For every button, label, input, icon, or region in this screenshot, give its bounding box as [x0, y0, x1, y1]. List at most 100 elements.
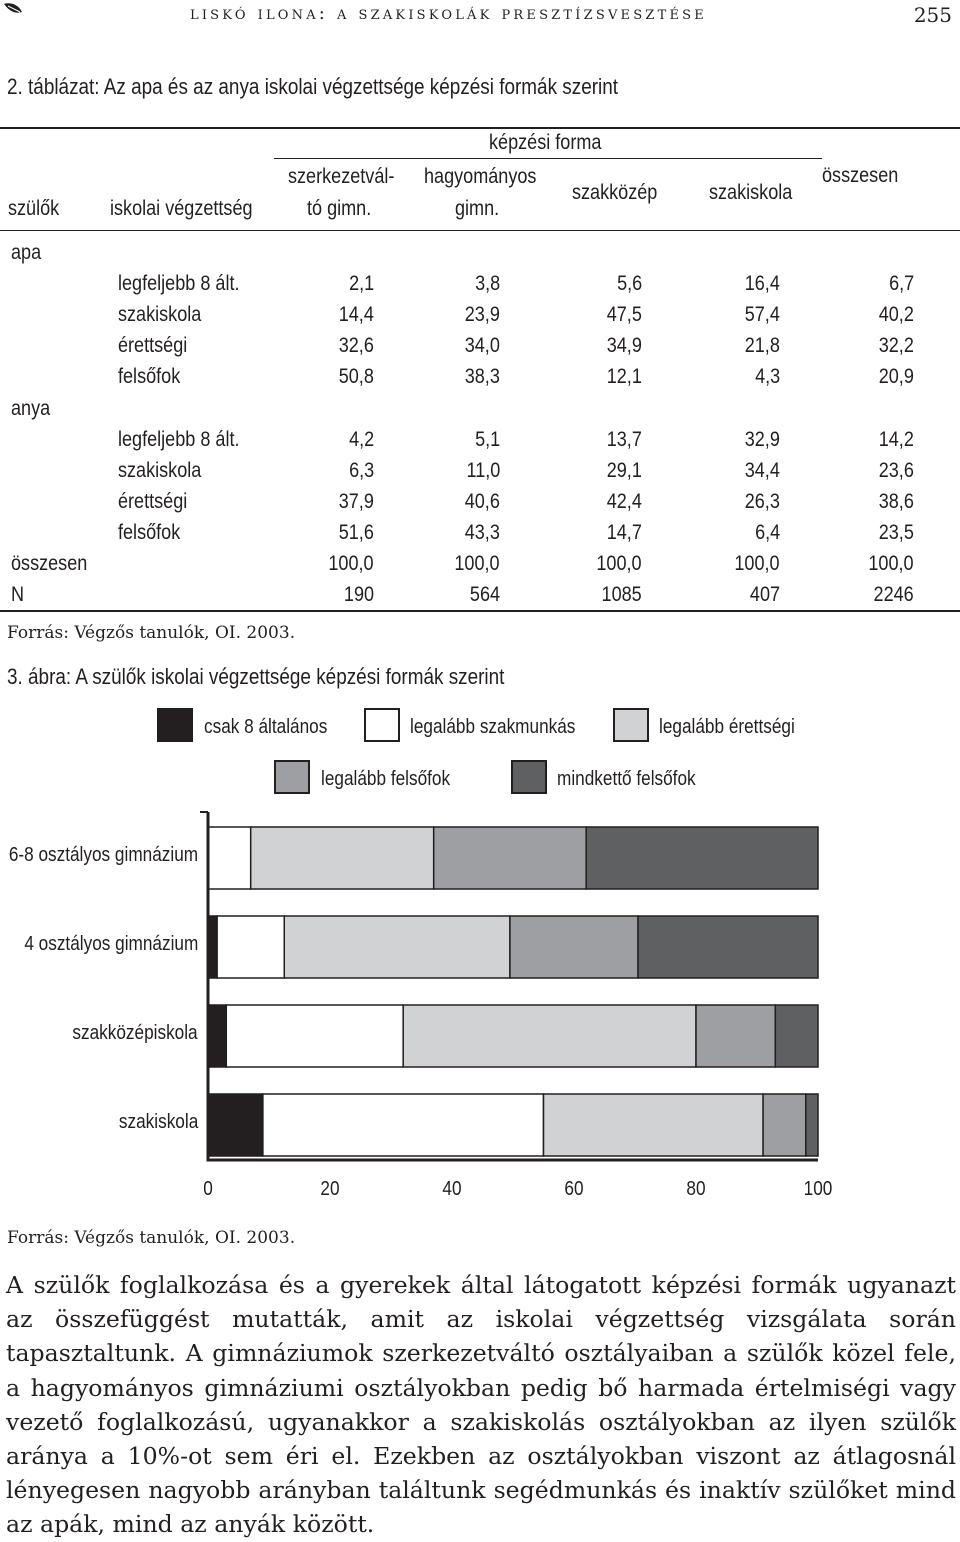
- x-tick-label: 20: [320, 1178, 340, 1200]
- bar-segment: [249, 826, 435, 890]
- row-label: szakiskola: [118, 459, 202, 482]
- bar-segment: [695, 1004, 777, 1068]
- x-tick-label: 0: [203, 1178, 213, 1200]
- bar-segment: [432, 826, 587, 890]
- col-header-szulok: szülők: [8, 197, 60, 220]
- table-cell: 26,3: [744, 490, 780, 513]
- table-cell: 100,0: [328, 552, 374, 575]
- table-top-rule: [0, 127, 960, 129]
- table-cell: 2,1: [348, 272, 374, 295]
- row-label: N: [11, 583, 25, 606]
- table-cell: 29,1: [606, 459, 642, 482]
- table-caption: 2. táblázat: Az apa és az anya iskolai v…: [7, 74, 619, 99]
- table-cell: 14,4: [338, 303, 374, 326]
- table-cell: 38,3: [464, 365, 500, 388]
- group-label-apa: apa: [11, 241, 42, 264]
- page-number: 255: [913, 3, 952, 27]
- table-cell: 4,3: [754, 365, 780, 388]
- bar-segment: [262, 1093, 545, 1157]
- category-label: szakiskola: [118, 1111, 198, 1133]
- table-cell: 100,0: [596, 552, 642, 575]
- bar-segment: [762, 1093, 807, 1157]
- table-cell: 100,0: [868, 552, 914, 575]
- bar-segment: [509, 915, 639, 979]
- header-bottom-rule: [0, 230, 960, 231]
- category-label: szakközépiskola: [72, 1022, 198, 1044]
- figure-source: Forrás: Végzős tanulók, OI. 2003.: [7, 1228, 296, 1248]
- table-bottom-rule: [0, 610, 960, 612]
- row-label: összesen: [11, 552, 88, 575]
- table-cell: 3,8: [474, 272, 500, 295]
- table-cell: 20,9: [878, 365, 914, 388]
- row-label: legfeljebb 8 ált.: [118, 272, 240, 295]
- table-cell: 42,4: [606, 490, 642, 513]
- x-tick-label: 100: [803, 1178, 833, 1200]
- running-header-title: Liskó Ilona: A szakiskolák presztízsvesz…: [190, 3, 707, 24]
- col-header-iskolai-vegzettseg: iskolai végzettség: [110, 197, 253, 220]
- table-cell: 34,0: [464, 334, 500, 357]
- bar-segment: [207, 1004, 228, 1068]
- table-cell: 16,4: [744, 272, 780, 295]
- chart-axis: [206, 812, 818, 1162]
- table-cell: 32,2: [878, 334, 914, 357]
- table-cell: 100,0: [734, 552, 780, 575]
- legend-label-csak-8-altalanos: csak 8 általános: [204, 716, 328, 738]
- bar-segment: [542, 1093, 764, 1157]
- legend-swatch-csak-8-altalanos: [157, 708, 193, 742]
- col-header-szakiskola: szakiskola: [709, 181, 793, 204]
- table-cell: 21,8: [744, 334, 780, 357]
- table-cell: 40,6: [464, 490, 500, 513]
- table-cell: 34,9: [606, 334, 642, 357]
- body-paragraph: A szülők foglalkozása és a gyerekek álta…: [6, 1271, 956, 1539]
- table-cell: 34,4: [744, 459, 780, 482]
- leaf-ornament-icon: [4, 3, 22, 13]
- table-cell: 11,0: [466, 459, 500, 482]
- table-source: Forrás: Végzős tanulók, OI. 2003.: [7, 623, 296, 643]
- table-cell: 51,6: [338, 521, 374, 544]
- table-cell: 6,3: [348, 459, 374, 482]
- table-cell: 37,9: [338, 490, 374, 513]
- category-label: 6-8 osztályos gimnázium: [8, 844, 198, 866]
- table-cell: 32,9: [744, 428, 780, 451]
- bar-segment: [637, 915, 819, 979]
- legend-label-legalabb-erettsegi: legalább érettségi: [659, 716, 795, 738]
- group-header-kepzesi-forma: képzési forma: [489, 131, 602, 154]
- table-cell: 23,5: [878, 521, 914, 544]
- row-label: érettségi: [118, 490, 188, 513]
- bar-segment: [225, 1004, 404, 1068]
- bar-segment: [207, 826, 252, 890]
- group-header-rule: [274, 158, 822, 159]
- table-cell: 13,7: [606, 428, 642, 451]
- legend-label-mindketto-felsofok: mindkettő felsőfok: [557, 768, 696, 790]
- row-label: felsőfok: [118, 365, 181, 388]
- col-header-szerkezetvalto-line2: tó gimn.: [307, 197, 372, 220]
- x-tick-label: 40: [442, 1178, 462, 1200]
- table-cell: 100,0: [454, 552, 500, 575]
- col-header-osszesen: összesen: [822, 164, 899, 187]
- bar-segment: [207, 1093, 264, 1157]
- bar-segment: [283, 915, 511, 979]
- legend-swatch-legalabb-felsofok: [274, 760, 310, 794]
- table-cell: 5,6: [616, 272, 642, 295]
- table-cell: 40,2: [878, 303, 914, 326]
- table-cell: 38,6: [878, 490, 914, 513]
- bar-segment: [216, 915, 285, 979]
- table-cell: 23,6: [878, 459, 914, 482]
- category-label: 4 osztályos gimnázium: [24, 933, 198, 955]
- table-cell: 407: [749, 583, 780, 606]
- row-label: szakiskola: [118, 303, 202, 326]
- table-cell: 190: [343, 583, 374, 606]
- col-header-szakkozep: szakközép: [572, 181, 658, 204]
- col-header-szerkezetvalto-line1: szerkezetvál-: [288, 165, 395, 188]
- legend-swatch-legalabb-szakmunkas: [364, 708, 400, 742]
- table-cell: 12,1: [606, 365, 642, 388]
- group-label-anya: anya: [11, 397, 51, 420]
- legend-label-legalabb-szakmunkas: legalább szakmunkás: [410, 716, 576, 738]
- table-cell: 57,4: [744, 303, 780, 326]
- bar-segment: [585, 826, 819, 890]
- row-label: felsőfok: [118, 521, 181, 544]
- table-cell: 23,9: [464, 303, 500, 326]
- table-cell: 14,2: [878, 428, 914, 451]
- bar-segment: [774, 1004, 819, 1068]
- table-cell: 43,3: [464, 521, 500, 544]
